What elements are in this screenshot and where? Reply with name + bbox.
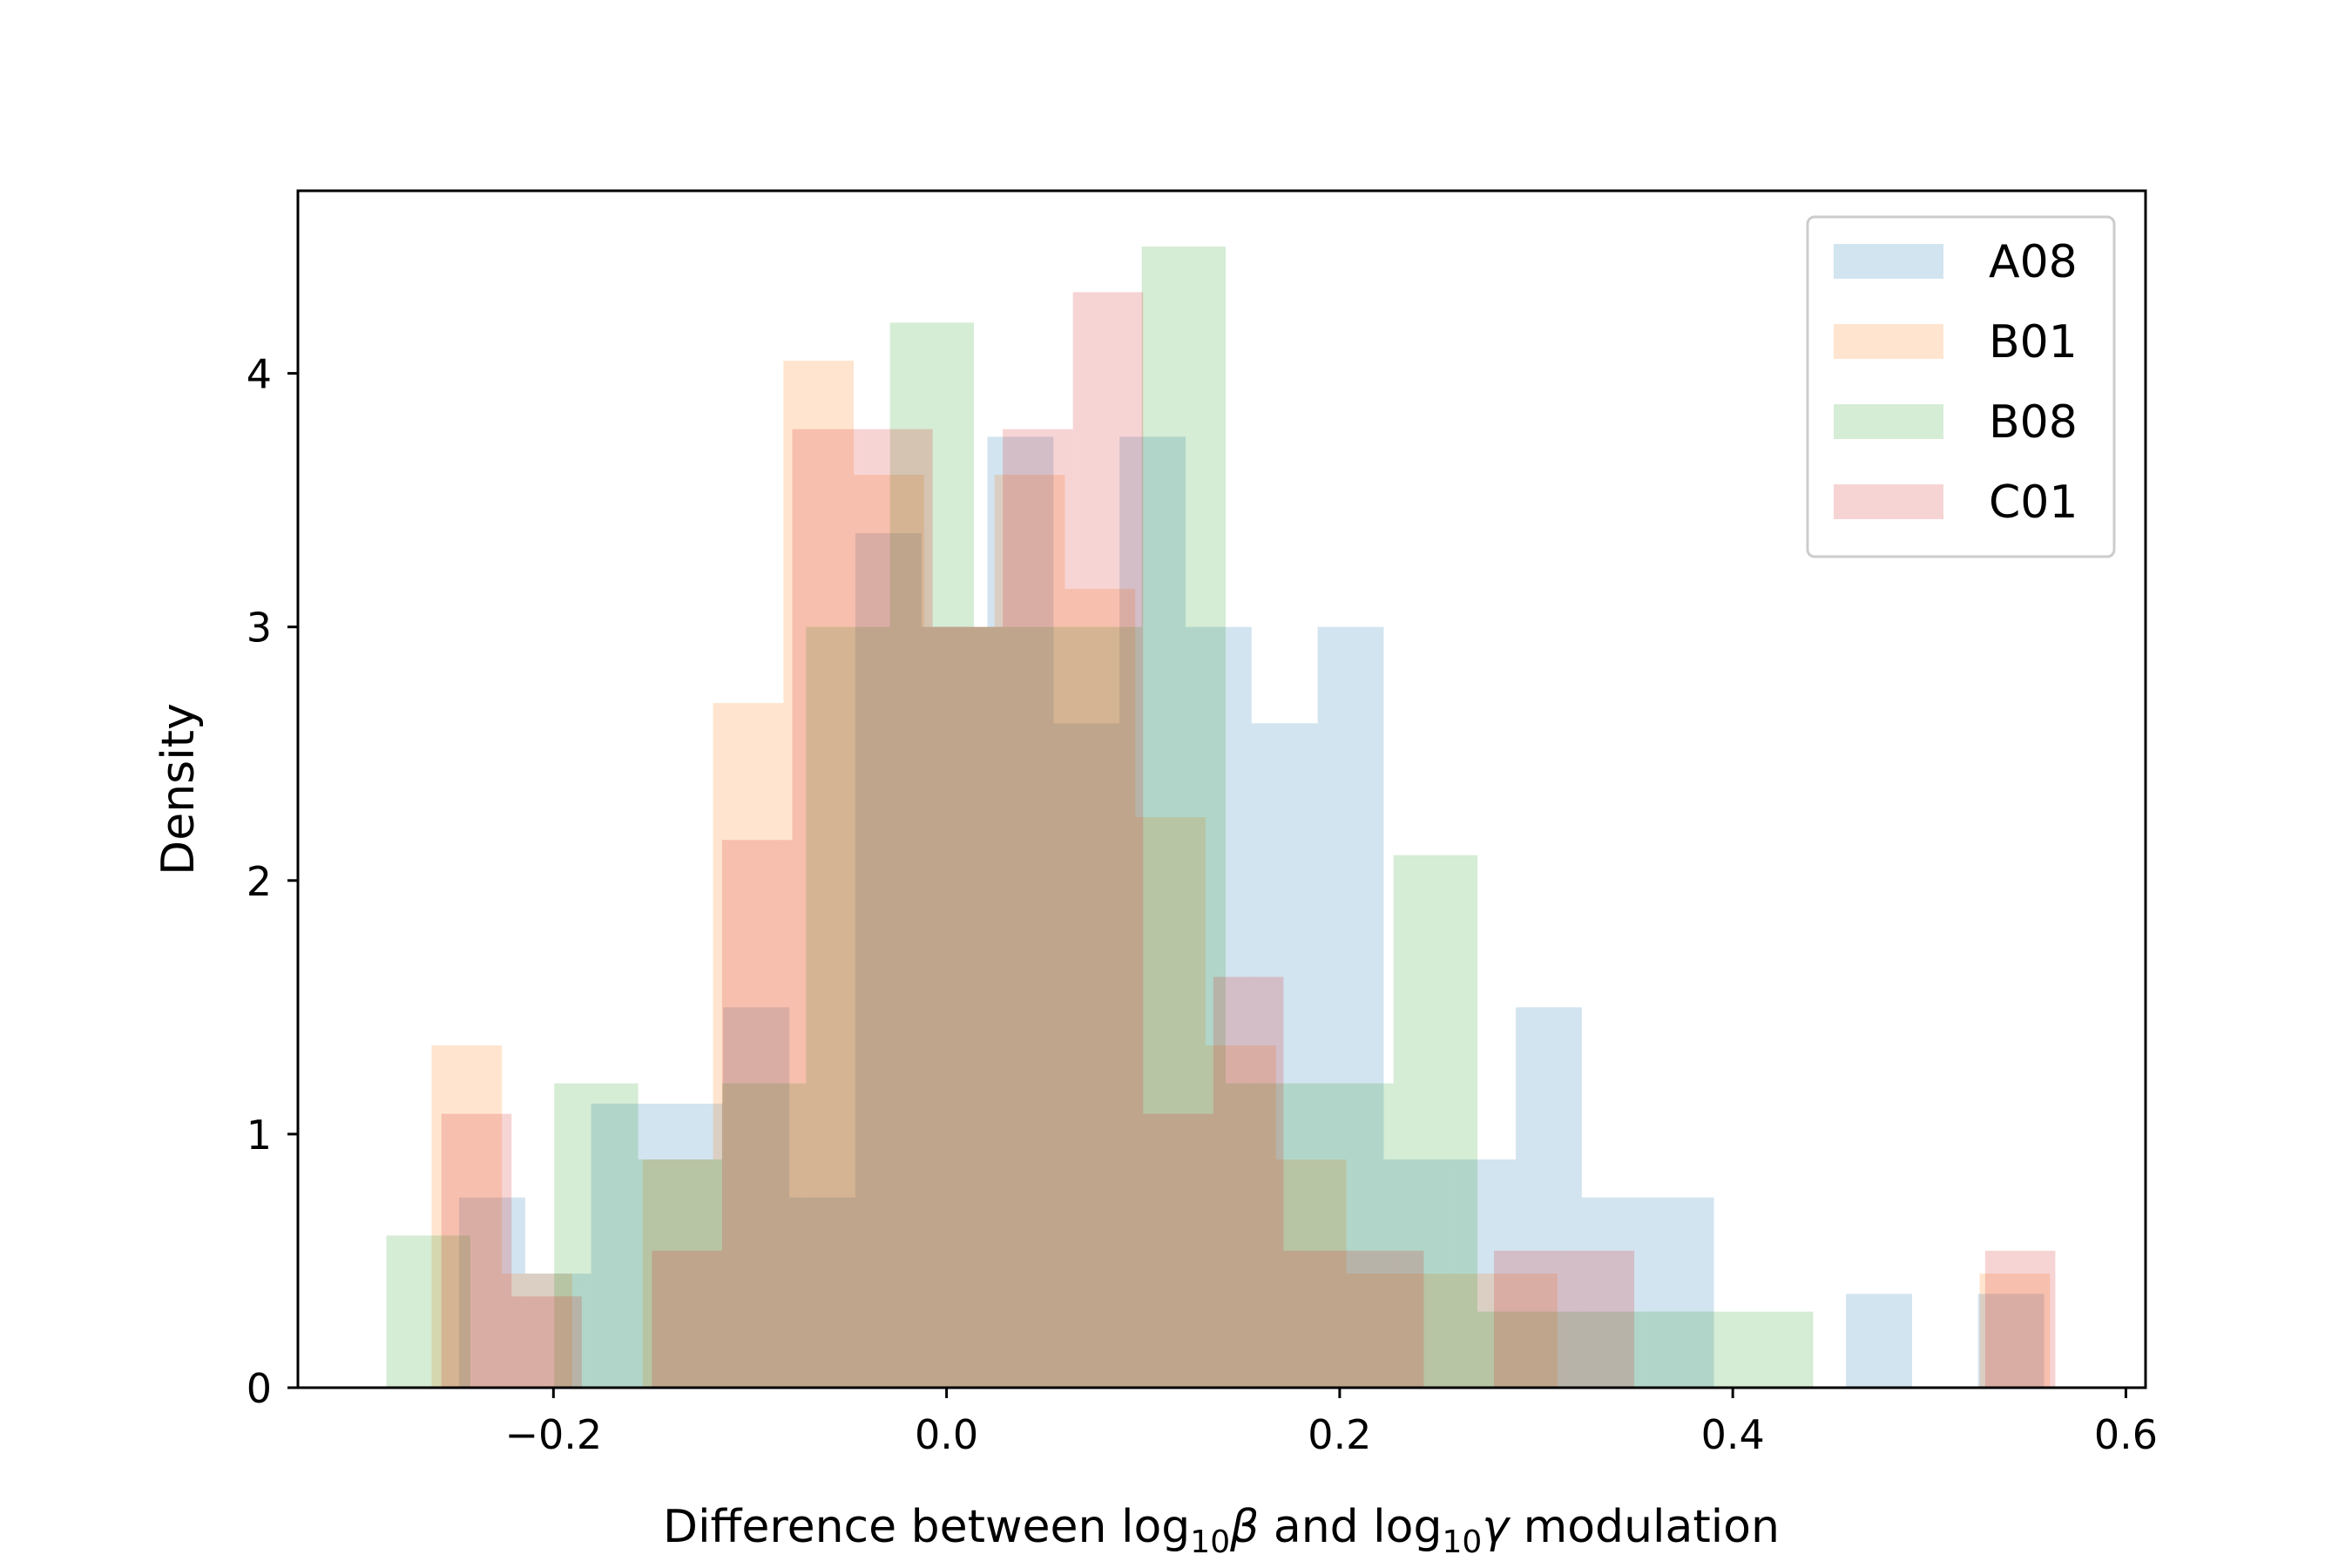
legend-label-a08: A08 <box>1989 236 2078 288</box>
bar-c01-4 <box>721 840 793 1388</box>
bar-b01-5 <box>783 361 855 1389</box>
legend-swatch-a08 <box>1834 244 1943 279</box>
bar-b08-10 <box>1226 1083 1310 1388</box>
bar-c01-3 <box>652 1250 722 1388</box>
x-tick-label: 0.4 <box>1701 1411 1765 1458</box>
bar-b08-12 <box>1393 855 1478 1388</box>
bar-b01-6 <box>854 475 924 1388</box>
bar-b01-15 <box>1487 1274 1558 1388</box>
x-tick-label: −0.2 <box>504 1411 602 1458</box>
bar-a08-23 <box>1977 1294 2044 1388</box>
bar-b08-7 <box>973 626 1058 1388</box>
legend-frame <box>1806 215 2116 558</box>
x-axis: −0.2 0.0 0.2 0.4 0.6 <box>504 1388 2158 1458</box>
bar-c01-6 <box>862 429 933 1388</box>
bar-b01-4 <box>713 703 784 1388</box>
bar-b08-3 <box>638 1159 722 1388</box>
bar-b08-5 <box>806 626 890 1388</box>
bar-a08-10 <box>1119 436 1186 1388</box>
bar-c01-7 <box>932 626 1004 1388</box>
bar-c01-10 <box>1143 1113 1213 1388</box>
bar-b08-14 <box>1561 1311 1646 1388</box>
bar-a08-17 <box>1581 1197 1648 1388</box>
bar-b08-8 <box>1058 626 1142 1388</box>
x-tick-label: 0.6 <box>2094 1411 2158 1458</box>
bar-c01-1 <box>511 1296 582 1388</box>
x-tick-label: 0.2 <box>1308 1411 1371 1458</box>
bar-c01-8 <box>1003 429 1073 1388</box>
bar-b01-22 <box>1979 1274 2051 1388</box>
bar-a08-13 <box>1317 626 1384 1388</box>
legend-label-c01: C01 <box>1989 476 2078 529</box>
legend-label-b08: B08 <box>1989 396 2078 449</box>
bar-b01-11 <box>1205 1045 1276 1388</box>
bar-b08-0 <box>386 1235 470 1388</box>
bar-c01-5 <box>792 429 863 1388</box>
bar-b08-11 <box>1309 1083 1394 1388</box>
bar-b08-6 <box>889 322 974 1388</box>
bar-c01-22 <box>1984 1250 2056 1388</box>
bar-a08-11 <box>1185 626 1252 1388</box>
bar-b01-3 <box>642 1159 713 1388</box>
bar-b01-10 <box>1135 817 1206 1388</box>
bar-a08-6 <box>855 532 922 1388</box>
bar-c01-13 <box>1353 1250 1424 1388</box>
y-tick-label: 3 <box>247 605 272 652</box>
legend-swatch-b08 <box>1834 404 1943 439</box>
bar-c01-9 <box>1072 292 1144 1388</box>
histogram-bars <box>386 247 2056 1389</box>
bar-a08-4 <box>723 1007 790 1388</box>
bar-b01-14 <box>1416 1274 1488 1388</box>
bar-b08-9 <box>1141 247 1227 1388</box>
bar-b01-13 <box>1346 1274 1417 1388</box>
bar-b08-4 <box>721 1083 807 1388</box>
bar-a08-9 <box>1053 723 1120 1388</box>
bar-a08-3 <box>657 1103 724 1388</box>
bar-c01-11 <box>1213 977 1284 1388</box>
bar-c01-15 <box>1494 1250 1565 1388</box>
y-axis: 0 1 2 3 4 <box>247 351 298 1412</box>
bar-a08-5 <box>789 1197 855 1388</box>
x-tick-label: 0.0 <box>915 1411 978 1458</box>
y-tick-label: 2 <box>247 858 272 905</box>
y-axis-label: Density <box>152 703 205 875</box>
bar-c01-16 <box>1564 1250 1635 1388</box>
x-axis-label: Difference between log10β and log10γ mod… <box>663 1501 1780 1560</box>
bar-a08-16 <box>1516 1007 1582 1388</box>
y-tick-label: 1 <box>247 1112 272 1159</box>
legend-label-b01: B01 <box>1989 316 2078 368</box>
bar-a08-0 <box>459 1197 525 1388</box>
bar-b08-2 <box>554 1083 639 1388</box>
bar-b01-12 <box>1275 1159 1347 1388</box>
bar-a08-18 <box>1647 1197 1714 1388</box>
plot-frame <box>296 189 2147 1389</box>
bar-a08-12 <box>1251 723 1318 1388</box>
bar-b08-16 <box>1729 1311 1814 1388</box>
bar-b01-9 <box>1064 589 1136 1388</box>
bar-c01-0 <box>441 1113 512 1388</box>
bar-c01-12 <box>1283 1250 1354 1388</box>
bar-b01-7 <box>923 626 995 1388</box>
y-tick-label: 0 <box>247 1365 272 1412</box>
bar-a08-15 <box>1450 1159 1517 1388</box>
legend: A08 B01 B08 C01 <box>1806 215 2116 558</box>
bar-a08-14 <box>1383 1159 1450 1388</box>
bar-b08-13 <box>1477 1311 1562 1388</box>
legend-swatch-b01 <box>1834 324 1943 359</box>
legend-swatch-c01 <box>1834 484 1943 519</box>
bar-a08-7 <box>921 626 988 1388</box>
bar-a08-8 <box>987 436 1054 1388</box>
bar-a08-1 <box>524 1274 591 1388</box>
bar-b01-0 <box>431 1045 503 1388</box>
bar-b01-8 <box>994 475 1065 1388</box>
bar-a08-21 <box>1846 1294 1912 1388</box>
bar-a08-2 <box>591 1103 658 1388</box>
y-tick-label: 4 <box>247 351 272 398</box>
bar-b01-1 <box>502 1274 572 1388</box>
bar-b08-15 <box>1645 1311 1730 1388</box>
